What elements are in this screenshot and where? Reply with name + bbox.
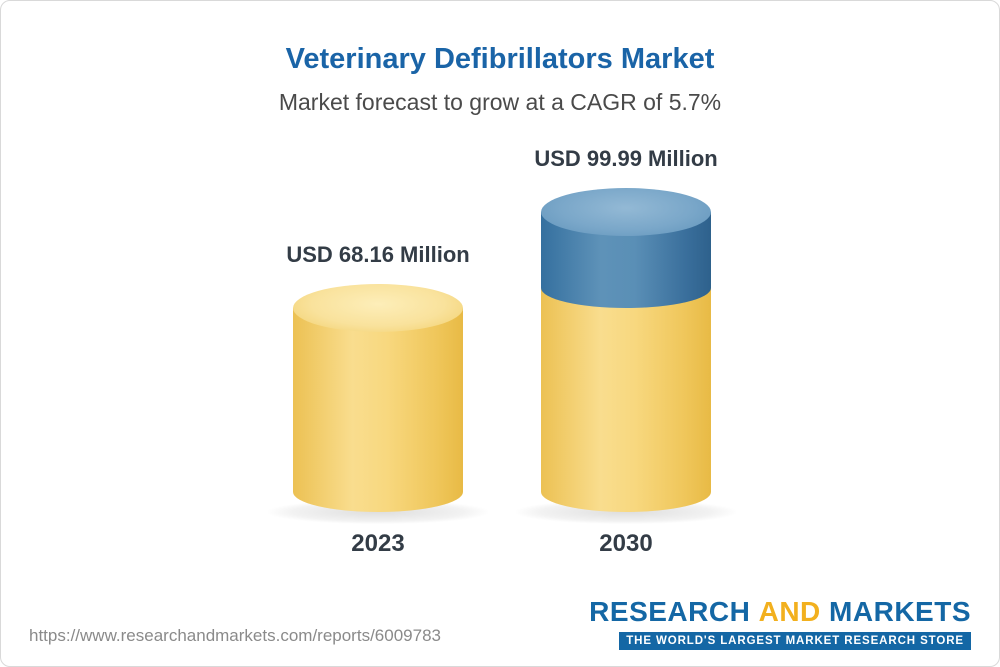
logo-word-and: AND <box>758 596 821 627</box>
chart-title: Veterinary Defibrillators Market <box>285 43 715 75</box>
logo-wordmark: RESEARCH AND MARKETS <box>589 596 971 628</box>
bar-2030-year-label: 2030 <box>599 530 653 557</box>
bar-2030-base-segment <box>541 287 711 512</box>
bar-2030-cylinder <box>541 188 711 512</box>
bar-2023-segment <box>293 283 463 512</box>
bar-2030: USD 99.99 Million 2030 <box>516 146 736 557</box>
bar-2030-value-label: USD 99.99 Million <box>534 146 718 172</box>
bar-2023-year-label: 2023 <box>351 530 405 557</box>
research-and-markets-logo: RESEARCH AND MARKETS THE WORLD'S LARGEST… <box>589 596 971 650</box>
bar-2030-top-ellipse <box>541 188 711 237</box>
bar-2030-growth-segment <box>541 188 711 308</box>
chart-subtitle: Market forecast to grow at a CAGR of 5.7… <box>278 89 722 115</box>
logo-tagline: THE WORLD'S LARGEST MARKET RESEARCH STOR… <box>619 632 971 650</box>
bar-2023: USD 68.16 Million 2023 <box>268 242 488 557</box>
bar-2023-cylinder <box>293 283 463 512</box>
bar-2023-top-ellipse <box>293 283 463 332</box>
bar-2023-value-label: USD 68.16 Million <box>286 241 470 267</box>
footer-report-url[interactable]: https://www.researchandmarkets.com/repor… <box>29 626 441 645</box>
logo-word-markets: MARKETS <box>829 596 971 627</box>
logo-word-research: RESEARCH <box>589 596 751 627</box>
